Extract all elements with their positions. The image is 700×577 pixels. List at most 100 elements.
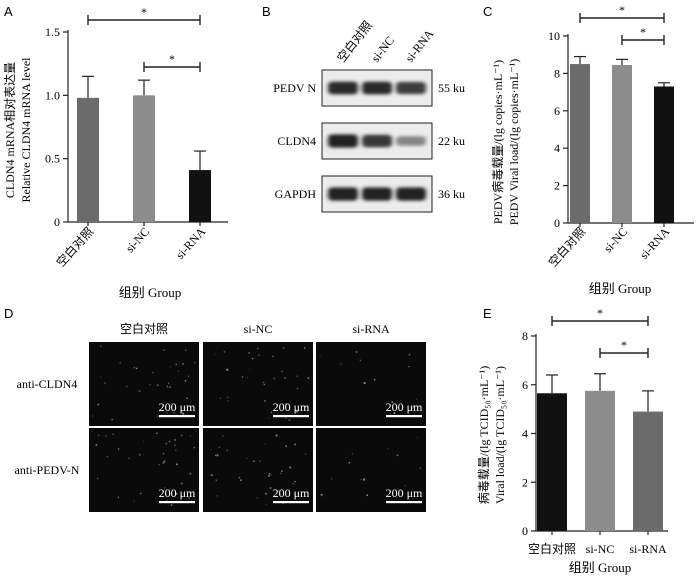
scale-bar-label: 200 μm — [159, 486, 196, 500]
micrograph-speckle — [263, 383, 266, 386]
blot-size-label: 36 ku — [438, 187, 465, 201]
micrograph-speckle — [163, 460, 166, 463]
micrograph-speckle — [408, 365, 410, 368]
micrograph-speckle — [252, 460, 255, 463]
micro-row-label: anti-CLDN4 — [17, 377, 78, 391]
panel-c-category-label: si-NC — [601, 225, 631, 256]
panel-a-sig-label: * — [169, 52, 175, 66]
panel-e-bar — [585, 390, 615, 531]
micrograph-speckle — [359, 359, 361, 361]
micrograph-speckle — [219, 397, 221, 399]
panel-c-ytick-label: 8 — [554, 66, 560, 80]
micrograph-speckle — [189, 435, 192, 437]
micrograph-speckle — [416, 398, 418, 400]
scale-bar-label: 200 μm — [159, 400, 196, 414]
micrograph-speckle — [288, 419, 291, 422]
micro-column-label: 空白对照 — [120, 321, 168, 336]
micrograph-speckle — [156, 384, 159, 387]
micrograph-speckle — [273, 377, 276, 380]
micrograph-speckle — [226, 396, 229, 399]
panel-letter-a: A — [4, 4, 13, 19]
panel-letter-c: C — [483, 4, 492, 19]
micrograph-speckle — [177, 370, 180, 372]
micrograph-speckle — [251, 357, 254, 360]
panel-letter-d: D — [4, 306, 13, 321]
panel-e-xlabel: 组别 Group — [569, 560, 631, 575]
blot-size-label: 55 ku — [438, 81, 465, 95]
micrograph-speckle — [117, 496, 120, 498]
scale-bar-label: 200 μm — [273, 400, 310, 414]
micrograph-speckle — [210, 449, 212, 451]
micrograph-speckle — [363, 478, 366, 481]
micrograph-speckle — [340, 363, 342, 365]
micrograph-speckle — [184, 349, 187, 351]
micrograph-speckle — [111, 418, 114, 421]
blot-row-label: PEDV N — [273, 81, 316, 95]
micrograph-speckle — [269, 487, 272, 489]
micrograph-speckle — [188, 375, 190, 377]
panel-letter-e: E — [483, 306, 492, 321]
micrograph-speckle — [100, 376, 102, 378]
micrograph-speckle — [281, 370, 283, 373]
micrograph-speckle — [296, 410, 299, 413]
micrograph-speckle — [135, 367, 138, 370]
panel-a-ytick-label: 1.5 — [45, 25, 60, 39]
micrograph-speckle — [270, 474, 272, 476]
panel-a-category-label: 空白对照 — [53, 224, 96, 270]
micrograph-speckle — [256, 497, 258, 499]
micrograph-speckle — [175, 449, 177, 451]
micrograph-speckle — [214, 353, 216, 355]
micrograph-speckle — [304, 406, 307, 408]
blot-size-label: 22 ku — [438, 134, 465, 148]
scale-bar — [159, 415, 195, 418]
micrograph-speckle — [138, 453, 141, 456]
panel-e-ytick-label: 0 — [522, 524, 528, 538]
blot-band — [328, 187, 358, 201]
scale-bar — [273, 501, 309, 504]
micrograph-speckle — [307, 377, 310, 380]
panel-e-category-label: si-RNA — [629, 542, 667, 556]
micrograph-speckle — [210, 474, 213, 477]
micrograph-speckle — [289, 466, 292, 469]
blot-lane-label: si-NC — [368, 34, 397, 65]
micrograph-speckle — [241, 376, 244, 378]
micrograph-speckle — [264, 400, 266, 402]
panel-c-bar — [654, 86, 674, 224]
micrograph-speckle — [97, 403, 100, 406]
micrograph-speckle — [305, 453, 307, 455]
micrograph-speckle — [280, 413, 282, 415]
micrograph-speckle — [278, 489, 280, 492]
micrograph-speckle — [169, 366, 172, 368]
micrograph-speckle — [180, 482, 183, 485]
micrograph-speckle — [226, 449, 228, 452]
micrograph-speckle — [173, 444, 176, 446]
micrograph-speckle — [268, 417, 270, 419]
micrograph-image — [89, 428, 199, 512]
panel-e-bar — [537, 393, 567, 531]
micro-column-label: si-RNA — [352, 322, 390, 336]
micrograph-speckle — [373, 378, 376, 381]
panel-e-bar — [633, 411, 663, 531]
blot-row-label: GAPDH — [275, 187, 317, 201]
micrograph-speckle — [363, 381, 366, 385]
micrograph-speckle — [164, 487, 166, 489]
micrograph-speckle — [322, 495, 324, 497]
micrograph-speckle — [279, 472, 282, 475]
panel-a-category-label: si-RNA — [173, 224, 209, 261]
blot-lane-label: si-RNA — [402, 27, 436, 65]
micrograph-speckle — [355, 350, 358, 354]
fluorescence-panel: 空白对照 si-NC si-RNA anti-CLDN4 200 μm 200 μm 200… — [15, 321, 426, 512]
micrograph-speckle — [193, 446, 196, 449]
micrograph-speckle — [100, 345, 102, 347]
micrograph-speckle — [258, 354, 260, 357]
blot-band — [362, 187, 392, 201]
micrograph-speckle — [166, 385, 169, 388]
micrograph-speckle — [139, 492, 142, 495]
micro-column-label: si-NC — [244, 322, 273, 336]
panel-c-ylabel-cn: PEDV病毒载量/(lg copies·mL⁻¹) — [490, 60, 505, 224]
blot-band — [396, 187, 426, 201]
scale-bar — [386, 415, 422, 418]
micrograph-speckle — [182, 412, 185, 415]
micrograph-speckle — [166, 412, 169, 414]
blot-band — [396, 136, 426, 146]
